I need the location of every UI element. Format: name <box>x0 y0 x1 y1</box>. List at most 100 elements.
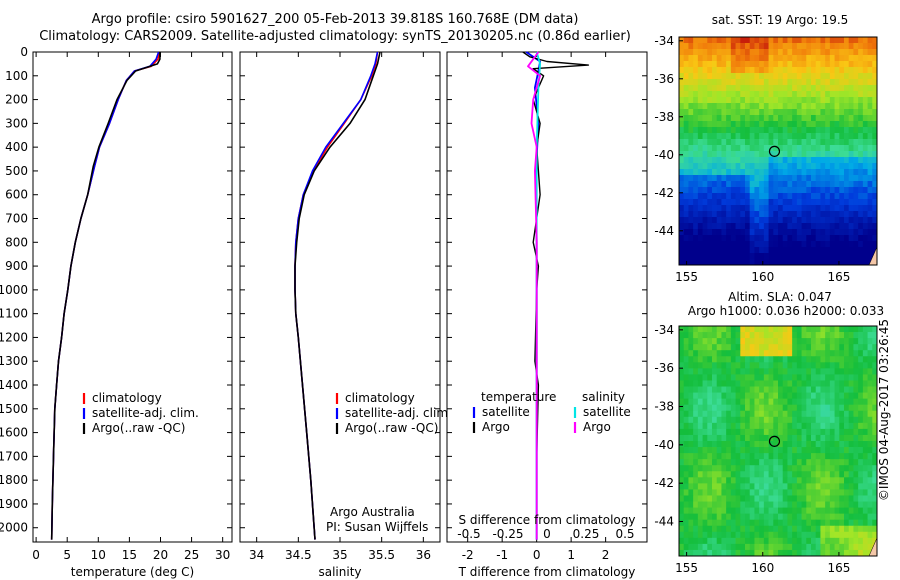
sla-map-cell <box>730 519 736 527</box>
sst-map-cell <box>721 253 727 260</box>
sst-map-cell <box>754 181 760 188</box>
sla-map-cell <box>745 326 751 333</box>
temperature-ytick-label: 1900 <box>0 497 28 511</box>
sla-map-cell <box>801 410 807 418</box>
sst-map-cell <box>721 229 727 236</box>
sla-map-cell <box>792 453 798 460</box>
sst-map-cell <box>858 253 864 260</box>
sla-map-cell <box>825 459 831 466</box>
sla-map-cell <box>707 404 713 412</box>
sla-map-cell <box>815 326 821 333</box>
sla-map-cell <box>811 356 817 363</box>
sst-map-cell <box>867 85 873 92</box>
sla-map-cell <box>726 410 732 418</box>
sst-map-cell <box>740 49 746 56</box>
sla-map-cell <box>825 453 831 460</box>
credit-org: Argo Australia <box>330 505 415 519</box>
sst-map-cell <box>792 43 798 50</box>
sla-map-cell <box>721 537 727 545</box>
sst-map-cell <box>806 133 812 140</box>
sst-map-cell <box>872 205 878 212</box>
sla-map-cell <box>806 447 812 454</box>
sla-map-cell <box>763 495 769 502</box>
sla-map-cell <box>679 465 685 472</box>
sst-map-cell <box>872 85 878 92</box>
sla-map-cell <box>825 332 831 339</box>
sst-map-cell <box>820 247 826 254</box>
sst-map-cell <box>768 223 774 230</box>
sst-map-cell <box>712 151 718 158</box>
sst-map-cell <box>683 199 689 206</box>
sst-map-cell <box>834 157 840 164</box>
sst-map-cell <box>688 247 694 254</box>
sst-map-cell <box>759 73 765 80</box>
sla-map-cell <box>825 483 831 490</box>
sla-map-cell <box>763 471 769 478</box>
sst-map-cell <box>707 115 713 122</box>
sla-map-cell <box>839 489 845 496</box>
sst-map-cell <box>745 217 751 224</box>
sst-map-cell <box>862 235 868 242</box>
sla-map-cell <box>712 453 718 460</box>
sst-map-cell <box>820 163 826 170</box>
sst-map-cell <box>834 145 840 152</box>
sst-map-cell <box>778 223 784 230</box>
sla-map-cell <box>834 525 840 533</box>
sst-map-cell <box>721 145 727 152</box>
sst-map-cell <box>697 181 703 188</box>
sst-map-cell <box>796 223 802 230</box>
sst-map-cell <box>848 73 854 80</box>
sla-map-cell <box>745 356 751 363</box>
sst-map-cell <box>787 67 793 74</box>
sla-map-cell <box>712 422 718 430</box>
sst-map-cell <box>707 235 713 242</box>
sst-map-cell <box>702 175 708 182</box>
sst-map-cell <box>858 163 864 170</box>
sst-map-cell <box>759 61 765 68</box>
sst-map-cell <box>801 205 807 212</box>
sla-map-cell <box>825 416 831 424</box>
sst-map-cell <box>792 211 798 218</box>
sst-map-cell <box>825 49 831 56</box>
sst-map-cell <box>844 175 850 182</box>
sla-map-cell <box>693 537 699 545</box>
sst-map-cell <box>679 145 685 152</box>
sla-map-cell <box>759 519 765 527</box>
sla-map-cell <box>754 531 760 539</box>
sst-map-cell <box>787 259 793 266</box>
sst-map-cell <box>787 79 793 86</box>
sst-map-cell <box>683 187 689 194</box>
salinity-xtick-label: 36 <box>416 548 431 562</box>
sla-map-cell <box>778 392 784 400</box>
salinity-legend-label: Argo(..raw -QC) <box>345 421 438 435</box>
sst-map-cell <box>730 139 736 146</box>
sst-map-cell <box>787 115 793 122</box>
sla-map-cell <box>778 471 784 478</box>
sst-map-cell <box>716 55 722 62</box>
sst-map-cell <box>834 43 840 50</box>
sst-map-cell <box>707 103 713 110</box>
sst-map-cell <box>867 97 873 104</box>
sst-map-cell <box>872 193 878 200</box>
sst-map-cell <box>697 139 703 146</box>
sla-map-cell <box>697 477 703 484</box>
sla-map-cell <box>768 422 774 430</box>
sla-map-cell <box>679 350 685 357</box>
sla-map-cell <box>782 374 788 381</box>
sla-map-cell <box>683 483 689 490</box>
sla-map-cell <box>792 338 798 345</box>
sst-map-cell <box>872 175 878 182</box>
sst-map-cell <box>811 97 817 104</box>
sla-map-cell <box>820 338 826 345</box>
sla-map-cell <box>844 392 850 400</box>
sla-map-cell <box>735 374 741 381</box>
sla-map-cell <box>787 374 793 381</box>
sla-map-cell <box>707 531 713 539</box>
sla-map-cell <box>796 386 802 393</box>
sst-map-cell <box>679 259 685 266</box>
sla-map-cell <box>834 519 840 527</box>
sla-map-cell <box>749 410 755 418</box>
sst-map-cell <box>683 223 689 230</box>
sst-map-cell <box>759 103 765 110</box>
sla-map-cell <box>707 362 713 369</box>
